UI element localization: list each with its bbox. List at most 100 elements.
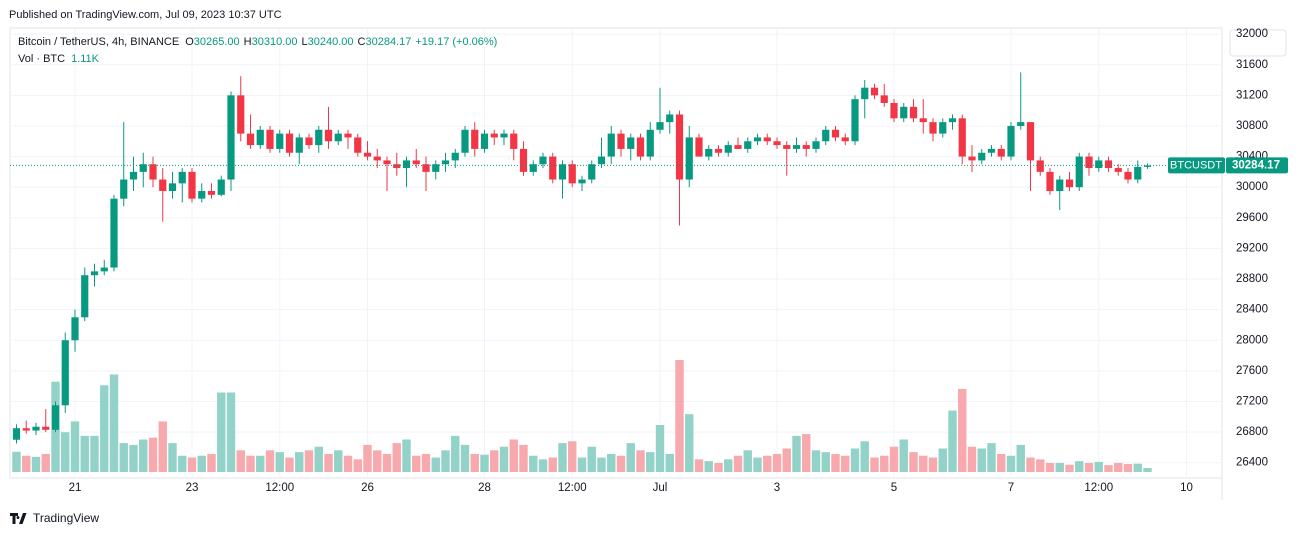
candle-body [1056,179,1064,192]
volume-bar [1123,464,1133,472]
legend-key: O [185,36,194,48]
volume-bar [811,450,821,472]
x-tick-label: 5 [891,482,897,494]
candle-body [578,179,586,184]
volume-bar [704,461,713,472]
candle-body [802,145,810,149]
brand: TradingView [33,511,99,525]
x-tick-label: 10 [1180,482,1193,494]
volume-bar [334,450,343,472]
candle-body [120,179,128,199]
volume-bar [441,450,450,472]
candle-body [100,267,108,272]
volume-bar [460,444,470,472]
y-tick-label: 29200 [1236,242,1268,254]
volume-bar [236,450,245,472]
volume-bar [1143,467,1152,472]
candle-body [61,340,69,406]
candle-body [373,156,381,161]
candle-body [110,198,118,268]
volume-bar [577,457,587,472]
candle-body [71,317,79,341]
candle-body [1026,122,1035,161]
volume-bar [782,448,791,472]
y-tick-label: 27600 [1236,365,1268,377]
candle-body [568,164,576,184]
volume-bar [919,455,928,472]
candle-body [178,171,186,184]
volume-bar [958,388,967,472]
candle-body [354,137,362,153]
y-tick-label: 30800 [1236,120,1268,132]
candle-body [646,129,654,157]
volume-bar [802,434,811,472]
volume-bar [275,452,284,472]
volume-bar [558,443,567,472]
candle-body [900,106,908,119]
candle-body [705,148,713,157]
volume-bar [12,451,21,472]
candle-body [363,152,372,157]
axis-settings-box[interactable] [1229,29,1287,57]
candle-body [324,129,333,142]
candle-body [188,171,196,199]
volume-bar [1075,461,1084,472]
volume-bar [412,455,421,472]
candle-body [90,271,99,276]
candle-body [636,137,645,157]
volume-bar [509,439,518,472]
candle-body [412,160,420,165]
volume-bar [392,443,401,472]
volume-bar [880,455,889,472]
volume-bar [948,410,957,472]
candle-body [480,133,489,149]
candle-body [256,129,264,146]
candle-body [344,133,352,138]
volume-bar [568,441,577,472]
volume-bar [499,446,509,472]
candle-body [909,106,918,119]
symbol-tag-label: BTCUSDT [1170,159,1222,171]
candle-body [939,122,947,134]
volume-bar [772,453,782,472]
volume-bar [187,457,197,472]
candle-body [402,160,411,169]
volume-bar [1133,463,1142,472]
volume-bar [373,450,382,472]
volume-bar [724,459,733,472]
volume-bar [753,457,762,472]
volume-title: Vol · BTC [18,53,65,65]
volume-bar [1055,462,1064,472]
volume-bar [1045,462,1055,472]
volume-bar [168,443,177,472]
volume-bar [178,455,187,472]
legend-key: C [358,36,366,48]
volume-bar [1104,465,1113,472]
volume-bar [909,452,918,472]
candle-body [870,87,879,96]
candle-body [627,137,635,149]
candle-body [12,428,21,440]
y-tick-label: 31600 [1236,59,1268,71]
volume-bar [607,453,616,472]
candle-body [792,145,801,149]
candle-body [42,426,50,430]
volume-bar [529,455,538,472]
legend-value: 30240.00 [308,36,354,48]
candle-body [588,164,596,180]
volume-bar [139,439,148,472]
volume-bar [1094,461,1103,472]
candle-body [334,133,342,142]
candle-body [383,160,391,165]
volume-bar [850,448,860,472]
candle-body [607,133,615,157]
y-tick-label: 26800 [1236,426,1268,438]
volume-bar [665,453,674,472]
y-tick-label: 28800 [1236,273,1268,285]
candle-body [22,428,30,431]
volume-bar [90,435,99,472]
volume-bar [256,455,265,472]
volume-bar [655,425,665,472]
candle-body [1075,156,1083,188]
volume-bar [889,446,899,472]
